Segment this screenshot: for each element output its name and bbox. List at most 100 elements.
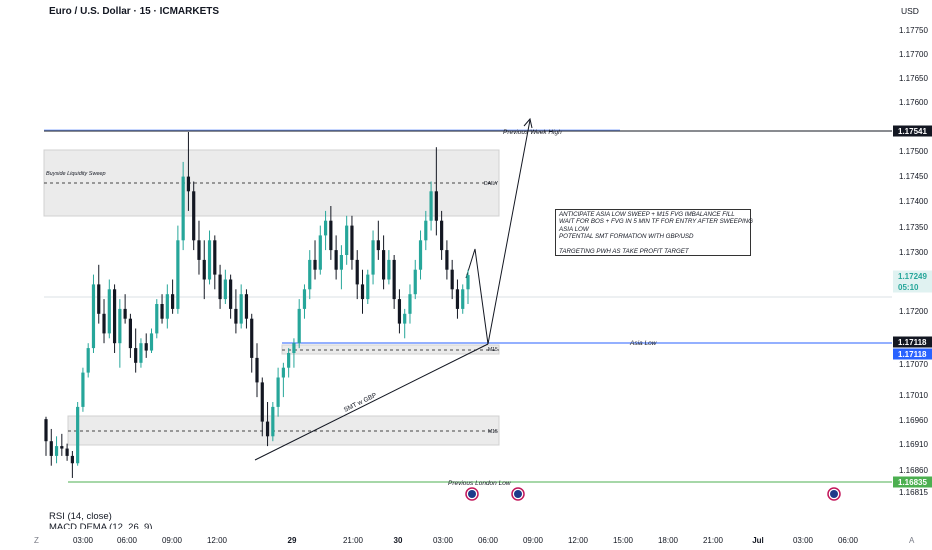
candle-body[interactable]	[234, 308, 238, 324]
candle-body[interactable]	[176, 240, 180, 309]
candle-body[interactable]	[213, 240, 217, 275]
candle-body[interactable]	[91, 284, 96, 349]
candle-body[interactable]	[49, 441, 53, 456]
candle-body[interactable]	[197, 240, 201, 260]
candle-body[interactable]	[265, 421, 270, 437]
candle-body[interactable]	[360, 284, 365, 300]
price-label-box[interactable]	[893, 125, 932, 137]
candle-body[interactable]	[260, 382, 264, 422]
candle-body[interactable]	[181, 176, 185, 241]
candle-body[interactable]	[297, 308, 301, 344]
candle-body[interactable]	[128, 318, 132, 349]
candle-body[interactable]	[149, 333, 154, 351]
event-marker-2[interactable]	[511, 487, 525, 501]
timezone-toggle[interactable]: Z	[34, 536, 39, 545]
candle-body[interactable]	[366, 274, 370, 300]
candle-body[interactable]	[329, 220, 333, 251]
candle-body[interactable]	[134, 348, 138, 363]
candle-body[interactable]	[403, 313, 407, 324]
candle-body[interactable]	[440, 220, 444, 251]
candle-body[interactable]	[450, 269, 454, 290]
candle-body[interactable]	[350, 225, 354, 260]
candle-body[interactable]	[60, 446, 64, 449]
candle-body[interactable]	[355, 259, 359, 285]
candle-body[interactable]	[171, 294, 175, 309]
event-marker-1[interactable]	[465, 487, 479, 501]
candle-body[interactable]	[318, 235, 322, 270]
candle-body[interactable]	[424, 220, 428, 241]
candle-body[interactable]	[97, 284, 101, 314]
candle-body[interactable]	[413, 269, 417, 295]
candle-body[interactable]	[160, 304, 164, 319]
candle-body[interactable]	[455, 289, 460, 309]
candle-body[interactable]	[281, 367, 285, 378]
candle-body[interactable]	[461, 289, 465, 309]
candle-body[interactable]	[371, 240, 375, 275]
candle-body[interactable]	[287, 353, 291, 368]
candle-body[interactable]	[239, 294, 243, 324]
candle-body[interactable]	[397, 299, 402, 324]
candle-body[interactable]	[418, 240, 423, 270]
currency-label[interactable]: USD	[901, 6, 919, 16]
auto-scale-toggle[interactable]: A	[909, 536, 915, 545]
candle-body[interactable]	[192, 191, 196, 241]
candle-body[interactable]	[76, 406, 80, 464]
candle-body[interactable]	[271, 406, 275, 437]
candle-body[interactable]	[323, 220, 328, 236]
candle-body[interactable]	[292, 343, 296, 353]
candle-body[interactable]	[244, 294, 249, 319]
candle-body[interactable]	[339, 255, 343, 270]
price-label-box[interactable]	[893, 476, 932, 488]
candle-body[interactable]	[276, 377, 280, 407]
candle-body[interactable]	[65, 448, 69, 456]
candle-body[interactable]	[139, 343, 143, 363]
projection-path[interactable]	[465, 119, 531, 345]
price-label-box[interactable]	[893, 348, 932, 360]
price-label-box[interactable]	[893, 270, 932, 282]
trade-plan-note[interactable]: ANTICIPATE ASIA LOW SWEEP + M15 FVG IMBA…	[555, 209, 753, 256]
candle-body[interactable]	[334, 250, 338, 270]
candle-body[interactable]	[54, 446, 59, 456]
candle-body[interactable]	[255, 357, 259, 383]
price-label-box[interactable]	[893, 336, 932, 348]
candle-body[interactable]	[123, 308, 127, 319]
macd-indicator-label[interactable]: MACD DEMA (12, 26, 9)	[49, 522, 153, 529]
candle-body[interactable]	[155, 304, 159, 334]
price-label-box[interactable]	[893, 281, 932, 293]
candle-body[interactable]	[345, 225, 349, 255]
candle-body[interactable]	[302, 289, 307, 309]
candle-body[interactable]	[434, 191, 438, 221]
candle-body[interactable]	[81, 372, 85, 407]
smt-line[interactable]	[254, 343, 489, 461]
candle-body[interactable]	[392, 259, 396, 300]
rsi-indicator-label[interactable]: RSI (14, close)	[49, 511, 112, 522]
candle-body[interactable]	[144, 343, 148, 351]
candle-body[interactable]	[102, 313, 106, 334]
candle-body[interactable]	[186, 176, 191, 192]
candle-body[interactable]	[429, 191, 433, 221]
candle-body[interactable]	[223, 279, 227, 300]
event-marker-3[interactable]	[827, 487, 841, 501]
candle-body[interactable]	[44, 419, 48, 442]
candle-body[interactable]	[86, 348, 90, 373]
candle-body[interactable]	[408, 294, 412, 314]
candle-body[interactable]	[308, 259, 312, 290]
candle-body[interactable]	[313, 259, 317, 270]
candle-body[interactable]	[218, 274, 222, 300]
candle-body[interactable]	[376, 240, 380, 251]
candle-body[interactable]	[250, 318, 254, 358]
candle-body[interactable]	[445, 250, 449, 270]
candle-body[interactable]	[207, 240, 212, 280]
candle-body[interactable]	[70, 455, 74, 464]
candle-body[interactable]	[118, 308, 122, 344]
candle-body[interactable]	[229, 279, 233, 309]
candle-body[interactable]	[466, 275, 470, 290]
candle-body[interactable]	[165, 294, 169, 319]
candle-body[interactable]	[202, 259, 206, 280]
candle-body[interactable]	[112, 289, 117, 344]
candle-body[interactable]	[107, 289, 111, 334]
m15-fvg-zone-lower	[67, 415, 500, 446]
candle-body[interactable]	[387, 259, 391, 280]
candle-body[interactable]	[382, 250, 386, 280]
